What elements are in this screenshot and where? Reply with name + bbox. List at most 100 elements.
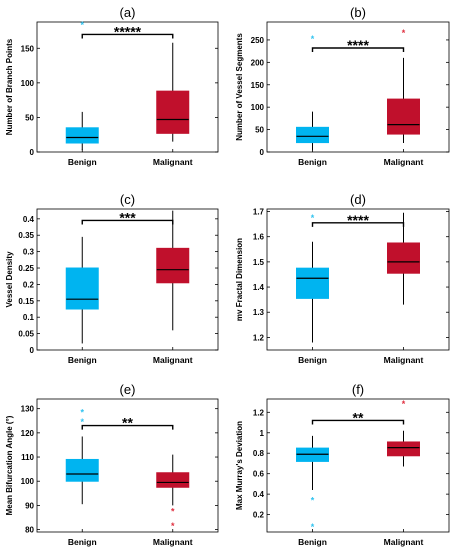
significance-bracket — [311, 419, 405, 425]
significance-bracket — [311, 47, 405, 52]
y-tick-label: 0.4 — [253, 490, 265, 499]
box-malignant — [387, 212, 420, 305]
y-tick-label: 150 — [251, 81, 265, 90]
outlier-marker: * — [171, 506, 175, 516]
y-tick-label: 0.05 — [18, 330, 34, 339]
outlier-marker: * — [311, 495, 315, 505]
box-benign — [65, 236, 99, 344]
y-tick-label: 110 — [21, 453, 34, 462]
y-tick-label: 150 — [21, 44, 35, 53]
outlier-marker: * — [402, 28, 406, 38]
significance-stars: **** — [347, 212, 369, 228]
box-iqr — [156, 247, 190, 284]
significance-stars: *** — [119, 209, 136, 225]
y-tick-label: 1.2 — [253, 333, 265, 342]
box-iqr — [387, 441, 420, 457]
box-benign: * — [296, 213, 329, 343]
y-tick-label: 0.6 — [253, 470, 265, 479]
box-iqr — [65, 127, 99, 144]
y-tick-label: 1 — [260, 429, 265, 438]
y-tick-label: 50 — [25, 113, 34, 122]
panel-e: (e) Mean Bifurcation Angle (°) 80 90 100 110 1… — [5, 382, 219, 547]
y-tick-label: 50 — [255, 126, 264, 135]
box-iqr — [156, 90, 190, 134]
box-malignant — [156, 42, 190, 142]
y-tick-label: 100 — [251, 103, 265, 112]
axes-frame — [36, 398, 219, 533]
outlier-marker: * — [80, 407, 84, 417]
axes-frame — [36, 208, 219, 351]
panel-a: (a) Number of Branch Points 0 50 100 150 Benig… — [5, 5, 219, 167]
x-tick-label: Benign — [298, 537, 327, 547]
y-tick-label: 0.15 — [18, 297, 34, 306]
y-tick-label: 120 — [21, 429, 35, 438]
y-axis-label: Number of Vessel Segments — [235, 33, 244, 141]
y-tick-label: 0.1 — [23, 313, 35, 322]
x-tick-label: Malignant — [153, 355, 193, 365]
y-tick-label: 0 — [30, 346, 35, 355]
y-tick-label: 1.4 — [253, 283, 265, 292]
significance-stars: ** — [353, 409, 364, 425]
significance-stars: **** — [347, 37, 369, 53]
box-benign: ** — [296, 435, 329, 532]
y-tick-label: 1.3 — [253, 308, 265, 317]
panel-title: (f) — [352, 382, 364, 397]
y-tick-label: 200 — [251, 58, 265, 67]
y-tick-label: 80 — [25, 526, 34, 535]
outlier-marker: * — [402, 399, 406, 409]
y-tick-label: 0.3 — [23, 248, 35, 257]
box-iqr — [387, 98, 420, 135]
panel-title: (e) — [120, 382, 136, 397]
y-tick-label: 0.4 — [23, 215, 35, 224]
x-tick-label: Malignant — [384, 157, 424, 167]
y-tick-label: 1.7 — [253, 208, 265, 217]
panel-title: (d) — [350, 192, 366, 207]
y-axis-label: Max Murray's Deviation — [235, 421, 244, 510]
outlier-marker: * — [80, 417, 84, 427]
outlier-marker: * — [80, 20, 84, 30]
y-tick-label: 250 — [251, 36, 265, 45]
significance-bracket — [311, 222, 405, 227]
box-malignant: * — [387, 399, 420, 467]
box-benign: ** — [65, 407, 99, 505]
y-axis-label: Vessel Density — [5, 251, 14, 308]
y-tick-label: 0.35 — [18, 231, 34, 240]
significance-bracket — [81, 219, 174, 225]
box-iqr — [65, 267, 99, 310]
panel-d: (d) mv Fractal Dimension 1.2 1.3 1.4 1.5 1.6 1.… — [235, 192, 450, 365]
box-malignant: * — [387, 28, 420, 144]
y-tick-label: 0.25 — [18, 264, 34, 273]
axes-frame — [266, 208, 450, 351]
panel-b: (b) Number of Vessel Segments 0 50 100 150 200… — [235, 5, 450, 167]
significance-stars: ***** — [114, 23, 142, 39]
box-malignant — [156, 210, 190, 331]
axes-frame — [266, 398, 450, 533]
y-tick-label: 0 — [30, 148, 35, 157]
y-tick-label: 0 — [260, 148, 265, 157]
box-benign: * — [65, 20, 99, 150]
y-tick-label: 0.2 — [253, 511, 265, 520]
panel-title: (b) — [350, 5, 366, 20]
panel-c: (c) Vessel Density 0 0.05 0.1 0.15 0.2 0.25 0.3 0… — [5, 192, 219, 365]
y-tick-label: 100 — [21, 79, 35, 88]
panel-title: (c) — [120, 192, 135, 207]
x-tick-label: Benign — [298, 157, 327, 167]
y-tick-label: 130 — [21, 405, 35, 414]
significance-bracket — [81, 33, 174, 39]
x-tick-label: Malignant — [153, 157, 193, 167]
box-malignant: ** — [156, 454, 190, 531]
box-benign: * — [296, 34, 329, 151]
significance-stars: ** — [122, 415, 133, 431]
significance-bracket — [81, 424, 174, 430]
outlier-marker: * — [311, 522, 315, 532]
y-tick-label: 90 — [25, 501, 34, 510]
y-axis-label: Mean Bifurcation Angle (°) — [5, 415, 14, 515]
y-tick-label: 1.5 — [253, 258, 265, 267]
box-iqr — [156, 472, 190, 488]
y-tick-label: 1.2 — [253, 408, 265, 417]
x-tick-label: Benign — [298, 355, 327, 365]
x-tick-label: Benign — [68, 537, 97, 547]
y-tick-label: 1.6 — [253, 233, 265, 242]
y-tick-label: 0.8 — [253, 449, 265, 458]
